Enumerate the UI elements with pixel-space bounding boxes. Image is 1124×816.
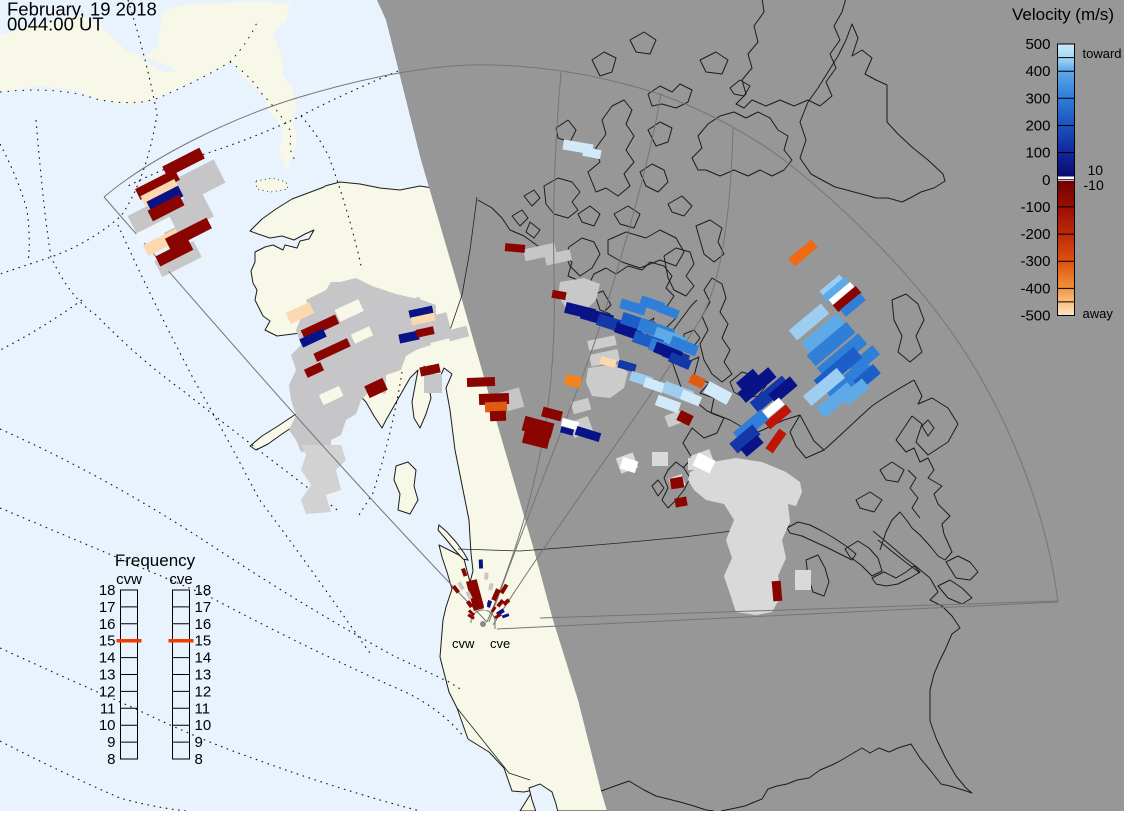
svg-text:18: 18 xyxy=(99,582,116,599)
svg-text:18: 18 xyxy=(195,582,212,599)
svg-text:100: 100 xyxy=(1025,145,1050,162)
svg-text:0044:00 UT: 0044:00 UT xyxy=(7,14,104,35)
svg-text:17: 17 xyxy=(99,599,116,616)
svg-text:16: 16 xyxy=(99,616,116,633)
svg-text:-100: -100 xyxy=(1020,199,1050,216)
svg-text:300: 300 xyxy=(1025,90,1050,107)
svg-text:13: 13 xyxy=(99,667,116,684)
svg-text:-10: -10 xyxy=(1084,177,1104,193)
svg-text:toward: toward xyxy=(1083,46,1122,61)
svg-text:16: 16 xyxy=(195,616,212,633)
svg-text:away: away xyxy=(1083,306,1114,321)
svg-text:-500: -500 xyxy=(1020,308,1050,325)
svg-text:11: 11 xyxy=(100,700,116,717)
svg-text:9: 9 xyxy=(107,734,115,751)
svg-text:15: 15 xyxy=(99,633,116,650)
svg-text:15: 15 xyxy=(195,633,212,650)
svg-text:400: 400 xyxy=(1025,63,1050,80)
svg-text:17: 17 xyxy=(195,599,212,616)
svg-text:14: 14 xyxy=(99,650,116,667)
svg-text:200: 200 xyxy=(1025,117,1050,134)
svg-text:0: 0 xyxy=(1042,172,1050,189)
svg-text:13: 13 xyxy=(195,667,212,684)
svg-text:Velocity (m/s): Velocity (m/s) xyxy=(1012,5,1114,24)
svg-text:12: 12 xyxy=(195,683,212,700)
svg-text:Frequency: Frequency xyxy=(115,551,196,570)
svg-text:8: 8 xyxy=(107,751,115,768)
svg-text:-300: -300 xyxy=(1020,253,1050,270)
svg-text:cvw: cvw xyxy=(116,571,142,588)
svg-text:10: 10 xyxy=(195,717,212,734)
svg-text:February, 19 2018: February, 19 2018 xyxy=(7,0,157,20)
svg-text:10: 10 xyxy=(1088,162,1104,178)
svg-text:11: 11 xyxy=(195,700,211,717)
svg-text:12: 12 xyxy=(99,683,116,700)
svg-text:500: 500 xyxy=(1025,36,1050,53)
svg-text:9: 9 xyxy=(195,734,203,751)
svg-text:14: 14 xyxy=(195,650,212,667)
svg-text:cvw: cvw xyxy=(452,636,475,651)
svg-text:-400: -400 xyxy=(1020,280,1050,297)
svg-text:-200: -200 xyxy=(1020,226,1050,243)
svg-text:8: 8 xyxy=(195,751,203,768)
svg-text:cve: cve xyxy=(169,571,192,588)
svg-text:10: 10 xyxy=(99,717,116,734)
svg-text:cve: cve xyxy=(490,636,510,651)
